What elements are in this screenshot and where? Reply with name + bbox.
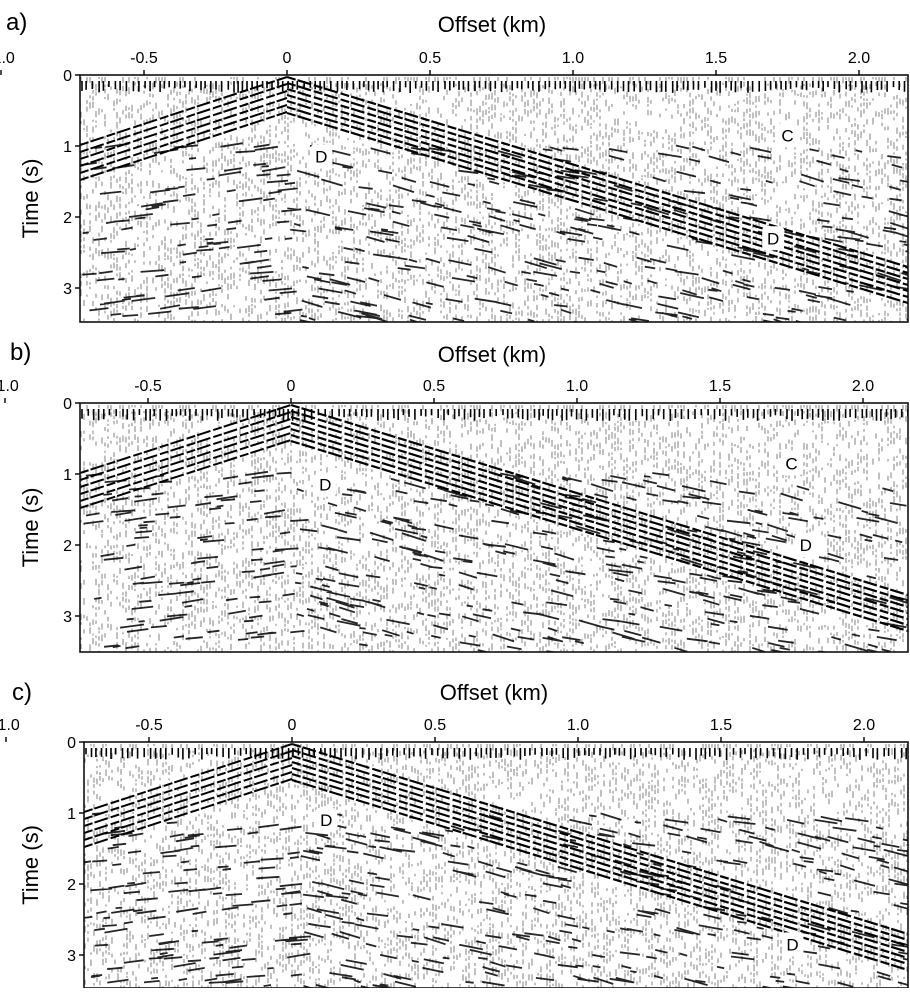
direct-arrival-band	[81, 409, 908, 421]
plot-area	[80, 75, 908, 322]
reflection-dashes	[84, 811, 908, 988]
annotation-letter: C	[785, 454, 797, 473]
x-tick-label: 1.5	[709, 378, 731, 395]
first-arrival-left	[80, 76, 288, 181]
x-tick-label: 1.0	[567, 717, 589, 734]
x-tick-label: 2.0	[853, 717, 875, 734]
y-axis-title: Time (s)	[18, 488, 43, 568]
x-tick-label: -0.5	[130, 50, 158, 67]
panel-a: a)Offset (km)-1.0-0.500.51.01.52.02.53.0…	[0, 9, 909, 323]
x-tick-label: 2.0	[848, 50, 870, 67]
annotation-d: D	[310, 144, 333, 169]
y-tick-label: 3	[67, 948, 76, 965]
x-tick-label: 1.5	[710, 717, 732, 734]
y-tick-label: 2	[67, 877, 76, 894]
seismic-traces	[80, 75, 908, 322]
x-tick-label: -1.0	[0, 717, 20, 734]
annotation-c: C	[776, 123, 799, 148]
y-tick-label: 2	[63, 210, 72, 227]
x-tick-label: 0	[288, 717, 297, 734]
annotation-d: D	[781, 932, 804, 957]
x-tick-label: 0.5	[419, 50, 441, 67]
x-tick-label: 0	[287, 378, 296, 395]
y-tick-label: 0	[63, 68, 72, 85]
y-tick-label: 1	[63, 139, 72, 156]
panel-c: c)Offset (km)-1.0-0.500.51.01.52.02.53.0…	[0, 679, 909, 989]
x-tick-label: 1.5	[705, 50, 727, 67]
annotation-c: C	[780, 451, 803, 476]
y-axis-title: Time (s)	[18, 825, 43, 905]
annotation-d: D	[794, 533, 817, 557]
y-tick-label: 2	[63, 538, 72, 555]
x-tick-label: 0.5	[424, 717, 446, 734]
x-tick-label: -1.0	[0, 50, 15, 67]
annotation-letter: D	[319, 476, 331, 495]
first-arrival-right	[291, 742, 908, 972]
annotation-letter: D	[800, 536, 812, 555]
annotation-letter: C	[781, 126, 793, 145]
x-axis-title: Offset (km)	[438, 342, 546, 367]
y-axis-title: Time (s)	[18, 159, 43, 239]
reflection-dashes	[83, 470, 908, 652]
y-tick-label: 1	[63, 467, 72, 484]
annotation-d: D	[762, 226, 785, 251]
panel-label: b)	[10, 339, 31, 366]
plot-frame	[79, 402, 909, 653]
seismic-traces	[84, 742, 908, 988]
panel-label: a)	[6, 9, 27, 36]
panel-b: b)Offset (km)-1.0-0.500.51.01.52.02.53.0…	[0, 339, 909, 653]
x-tick-label: -1.0	[0, 378, 19, 395]
plot-area	[84, 742, 908, 988]
annotation-d: D	[314, 472, 337, 497]
y-tick-label: 1	[67, 806, 76, 823]
x-tick-label: 0.5	[423, 378, 445, 395]
panel-label: c)	[12, 679, 32, 706]
y-tick-label: 3	[63, 281, 72, 298]
x-axis-title: Offset (km)	[440, 680, 548, 705]
annotation-letter: D	[315, 148, 327, 167]
trace-texture	[80, 405, 907, 652]
x-tick-label: 1.0	[562, 50, 584, 67]
first-arrival-right	[286, 75, 908, 305]
y-tick-label: 3	[63, 609, 72, 626]
x-tick-label: -0.5	[134, 378, 162, 395]
annotation-letter: D	[786, 935, 798, 954]
plot-frame	[79, 74, 909, 323]
x-axis-title: Offset (km)	[438, 12, 546, 37]
seismic-traces	[80, 403, 908, 652]
direct-arrival-band	[85, 748, 907, 760]
y-tick-label: 0	[67, 735, 76, 752]
annotation-letter: D	[767, 229, 779, 248]
x-tick-label: -0.5	[135, 717, 163, 734]
annotation-d: D	[315, 808, 338, 833]
x-tick-label: 0	[283, 50, 292, 67]
y-tick-label: 0	[63, 396, 72, 413]
reflection-dashes	[80, 142, 908, 322]
x-tick-label: 1.0	[566, 378, 588, 395]
plot-area	[80, 403, 908, 652]
x-tick-label: 2.0	[852, 378, 874, 395]
annotation-letter: D	[320, 811, 332, 830]
